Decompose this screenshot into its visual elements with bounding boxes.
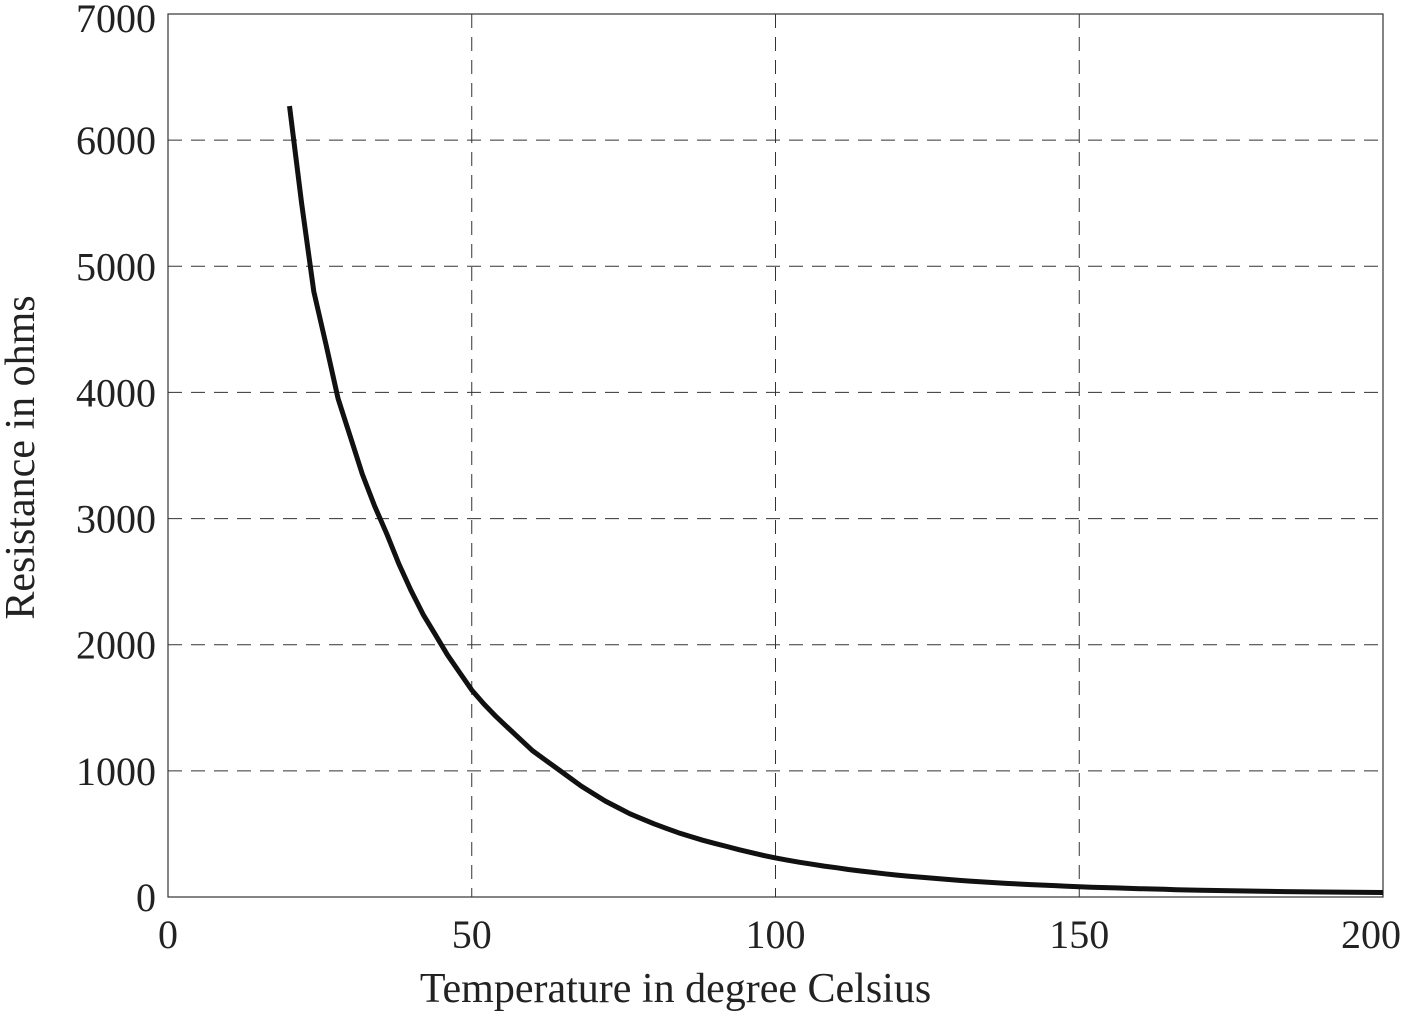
y-tick-labels: 0 1000 2000 3000 4000 5000 6000 7000 [76,0,156,920]
y-tick-label: 4000 [76,370,156,415]
grid-lines [168,14,1383,897]
x-axis-title: Temperature in degree Celsius [420,966,931,1012]
series-layer [287,105,1384,895]
x-tick-label: 200 [1341,912,1401,957]
y-tick-label: 5000 [76,244,156,289]
plot-area-frame [167,13,1384,898]
x-tick-label: 150 [1049,912,1109,957]
y-tick-label: 0 [136,875,156,920]
y-tick-label: 6000 [76,118,156,163]
y-axis-title: Resistance in ohms [0,295,44,619]
x-tick-label: 100 [746,912,806,957]
y-tick-label: 1000 [76,749,156,794]
y-tick-label: 2000 [76,623,156,668]
x-tick-labels: 0 50 100 150 200 [158,912,1401,957]
x-tick-label: 0 [158,912,178,957]
y-tick-label: 7000 [76,0,156,41]
series-line [287,105,1384,895]
y-tick-label: 3000 [76,497,156,542]
x-tick-label: 50 [452,912,492,957]
